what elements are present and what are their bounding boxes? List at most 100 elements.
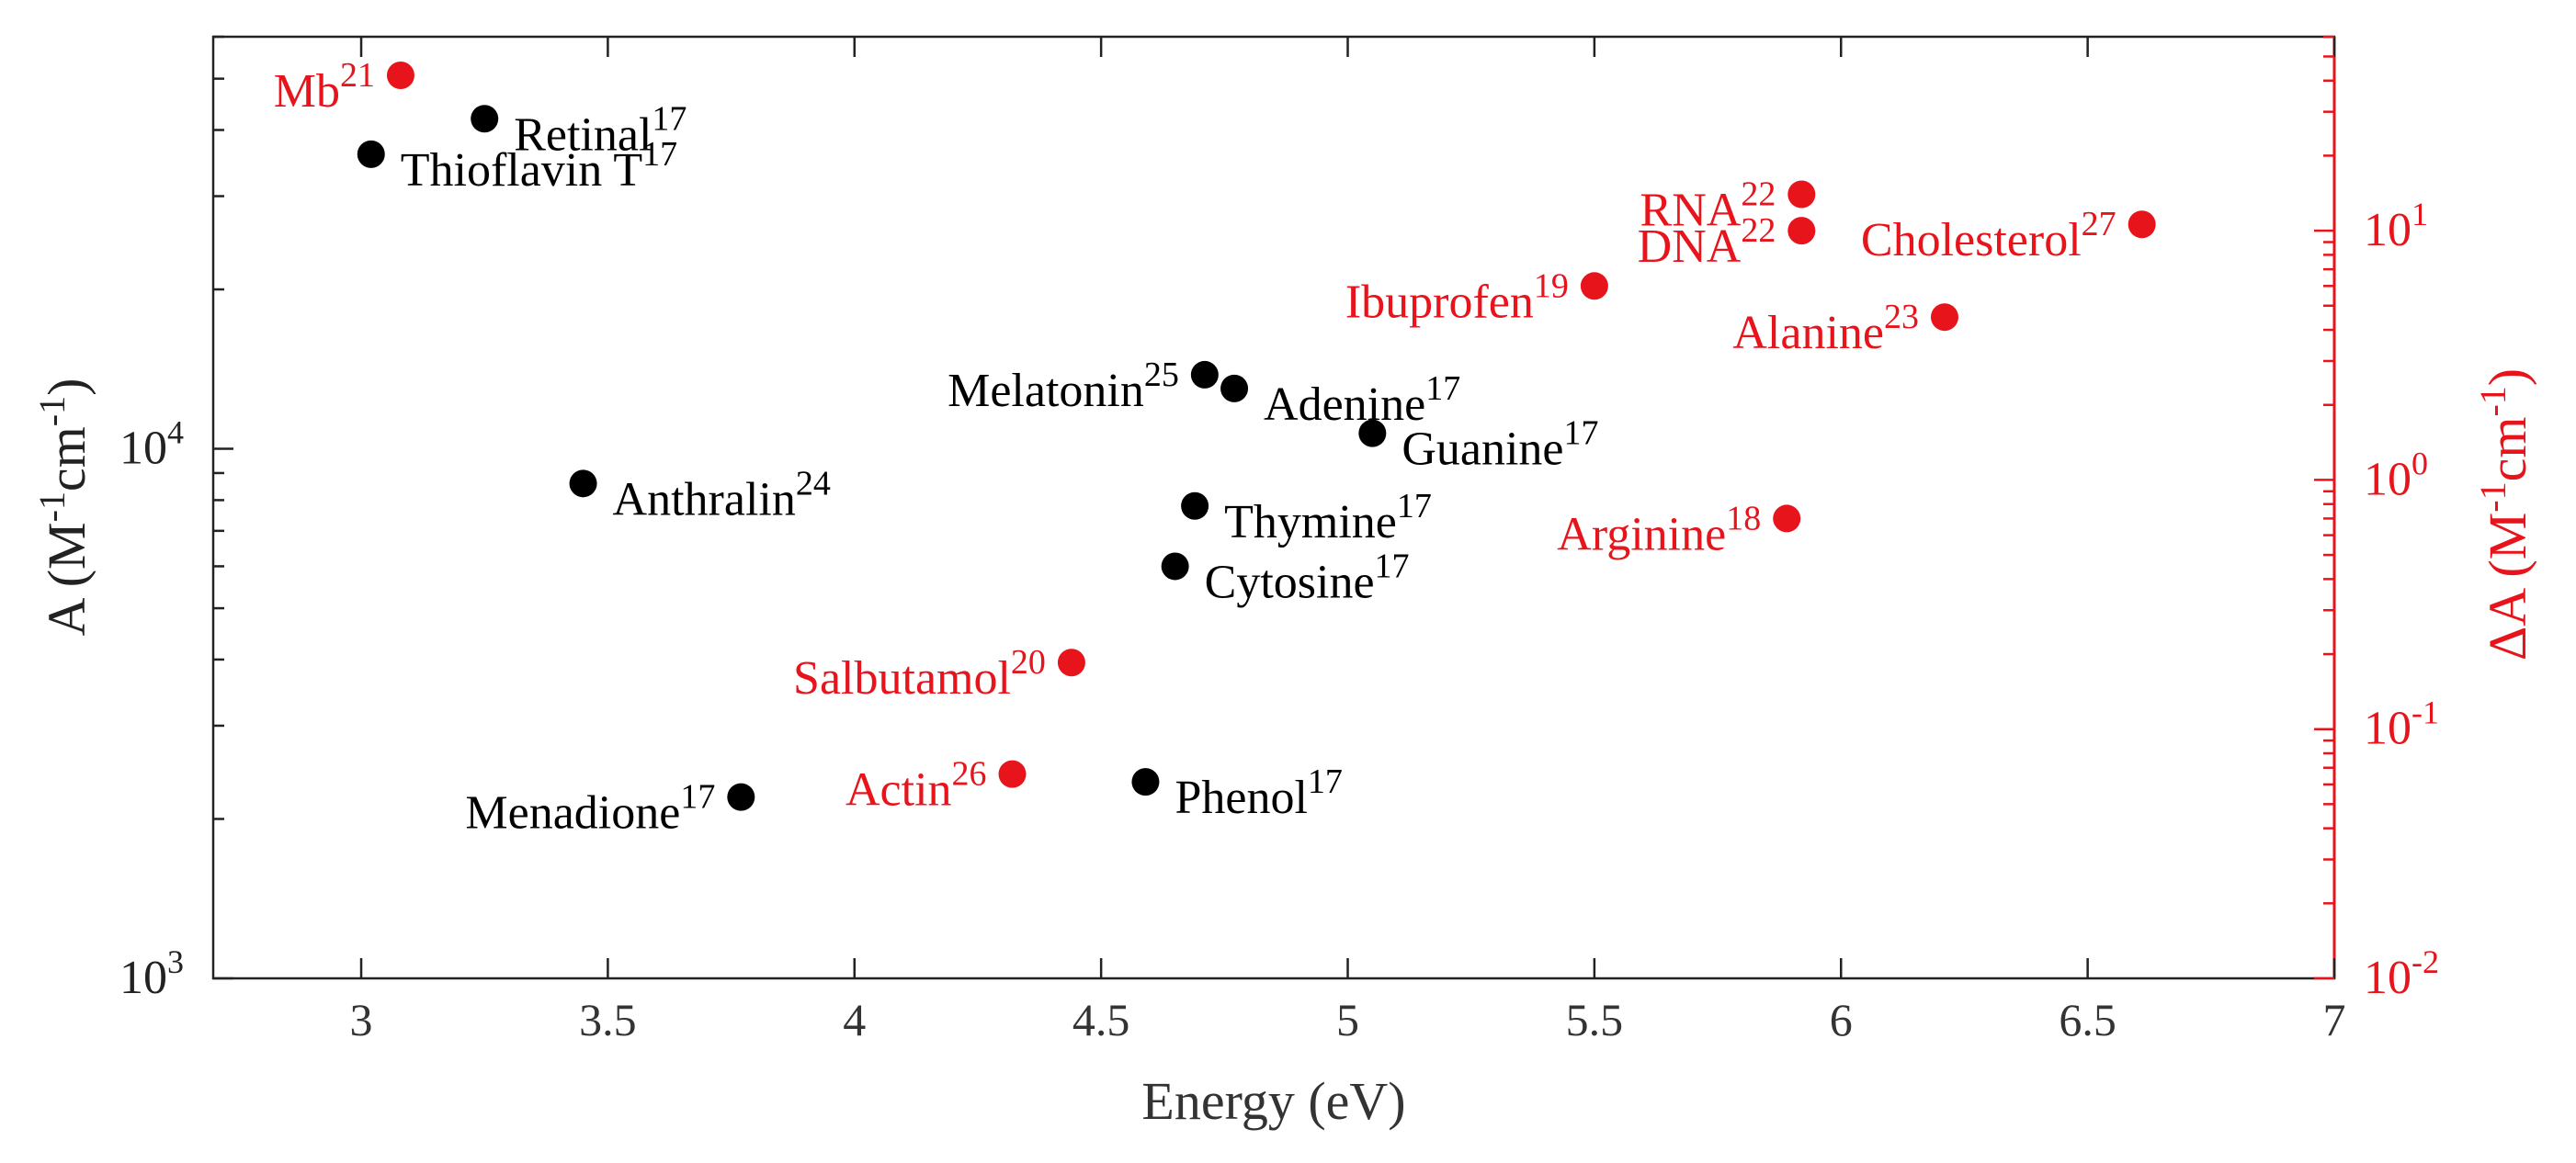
left-axis-label-sup1: -1 <box>31 491 73 522</box>
point-thioflavin-t <box>357 140 385 168</box>
label-dna: DNA22 <box>1638 211 1776 273</box>
right-axis-label: ΔA (M-1cm-1) <box>2472 368 2538 661</box>
right-tick-label: 100 <box>2364 445 2428 505</box>
label-name: Menadione <box>465 787 680 840</box>
label-thymine: Thymine17 <box>1224 487 1432 548</box>
left-tick-exponent: 4 <box>167 414 184 451</box>
label-menadione: Menadione17 <box>465 778 715 840</box>
left-axis-label-base: A (M <box>37 522 96 636</box>
label-ibuprofen: Ibuprofen19 <box>1345 266 1569 328</box>
label-ref: 25 <box>1144 356 1179 394</box>
point-dna <box>1787 217 1816 245</box>
label-name: Actin <box>845 764 952 817</box>
label-name: Guanine <box>1401 423 1563 476</box>
x-tick-label: 3.5 <box>579 994 637 1045</box>
right-tick-label: 101 <box>2364 196 2428 256</box>
x-tick-label: 5 <box>1336 994 1359 1045</box>
label-ref: 17 <box>1397 487 1432 525</box>
right-tick-base: 10 <box>2364 453 2411 505</box>
label-cytosine: Cytosine17 <box>1205 547 1410 608</box>
label-ref: 18 <box>1726 499 1761 537</box>
label-name: Cytosine <box>1205 556 1375 608</box>
x-axis-label: Energy (eV) <box>1141 1071 1405 1131</box>
point-alanine <box>1930 303 1958 332</box>
right-axis-label-base: ΔA (M <box>2478 513 2537 661</box>
right-tick-exponent: 0 <box>2411 445 2428 481</box>
left-tick-label: 103 <box>119 943 184 1004</box>
label-ref: 22 <box>1741 175 1776 213</box>
point-ibuprofen <box>1580 272 1608 300</box>
label-ref: 17 <box>652 99 687 138</box>
label-name: Mb <box>274 65 340 118</box>
x-tick-label: 4 <box>843 994 866 1045</box>
label-adenine: Adenine17 <box>1264 369 1460 431</box>
left-axis-label: A (M-1cm-1) <box>31 378 97 637</box>
left-axis-label-end: ) <box>37 378 96 396</box>
label-melatonin: Melatonin25 <box>948 356 1179 417</box>
right-tick-exponent: -1 <box>2411 694 2439 731</box>
label-ref: 26 <box>952 755 987 794</box>
label-name: RNA <box>1640 184 1742 236</box>
label-anthralin: Anthralin24 <box>613 464 831 525</box>
x-axis-ticks: 3 3.5 4 4.5 5 5.5 6 6.5 7 <box>350 37 2346 1045</box>
label-name: Ibuprofen <box>1345 276 1534 328</box>
left-tick-exponent: 3 <box>167 943 184 980</box>
x-tick-label: 6.5 <box>2059 994 2116 1045</box>
point-actin <box>998 760 1027 788</box>
label-name: Anthralin <box>613 473 796 525</box>
label-name: Cholesterol <box>1861 214 2082 266</box>
point-anthralin <box>569 469 597 498</box>
right-axis-label-sup1: -1 <box>2472 481 2514 512</box>
left-axis-ticks: 103 104 <box>119 35 233 1004</box>
point-cytosine <box>1161 552 1189 581</box>
x-tick-label: 4.5 <box>1072 994 1130 1045</box>
label-name: Thioflavin T <box>401 144 642 197</box>
left-axis-label-mid: cm <box>37 426 96 491</box>
label-ref: 22 <box>1741 211 1776 250</box>
point-phenol <box>1131 768 1160 796</box>
label-ref: 17 <box>642 135 677 174</box>
left-axis-label-sup2: -1 <box>31 396 73 426</box>
label-ref: 17 <box>1564 414 1599 453</box>
right-tick-base: 10 <box>2364 952 2411 1004</box>
label-phenol: Phenol17 <box>1175 762 1342 824</box>
point-thymine <box>1181 491 1209 520</box>
x-tick-label: 3 <box>350 994 373 1045</box>
right-tick-base: 10 <box>2364 703 2411 755</box>
right-axis-label-sup2: -1 <box>2472 386 2514 416</box>
label-retinal: Retinal17 <box>514 99 687 161</box>
label-salbutamol: Salbutamol20 <box>793 643 1046 705</box>
x-tick-label: 7 <box>2323 994 2346 1045</box>
label-name: Phenol <box>1175 772 1307 824</box>
point-arginine <box>1773 504 1801 533</box>
label-rna: RNA22 <box>1640 175 1776 236</box>
label-arginine: Arginine18 <box>1557 499 1761 560</box>
label-ref: 17 <box>1425 369 1460 408</box>
label-name: Melatonin <box>948 365 1144 417</box>
left-tick-label: 104 <box>119 414 184 475</box>
label-ref: 24 <box>796 464 831 502</box>
right-tick-exponent: 1 <box>2411 196 2428 232</box>
label-ref: 17 <box>1308 762 1343 801</box>
point-salbutamol <box>1057 649 1085 677</box>
label-ref: 27 <box>2082 205 2116 243</box>
label-name: Thymine <box>1224 496 1397 548</box>
right-tick-label: 10-1 <box>2364 694 2439 755</box>
x-tick-label: 5.5 <box>1566 994 1624 1045</box>
point-melatonin <box>1190 360 1219 389</box>
label-mb: Mb21 <box>274 56 375 118</box>
label-actin: Actin26 <box>845 755 987 817</box>
point-menadione <box>727 783 755 811</box>
right-tick-label: 10-2 <box>2364 943 2439 1004</box>
point-retinal <box>471 105 499 133</box>
label-name: Retinal <box>514 108 652 161</box>
label-ref: 19 <box>1534 266 1569 305</box>
label-ref: 21 <box>340 56 375 95</box>
label-name: DNA <box>1638 220 1742 273</box>
x-tick-label: 6 <box>1830 994 1853 1045</box>
point-cholesterol <box>2128 210 2156 239</box>
